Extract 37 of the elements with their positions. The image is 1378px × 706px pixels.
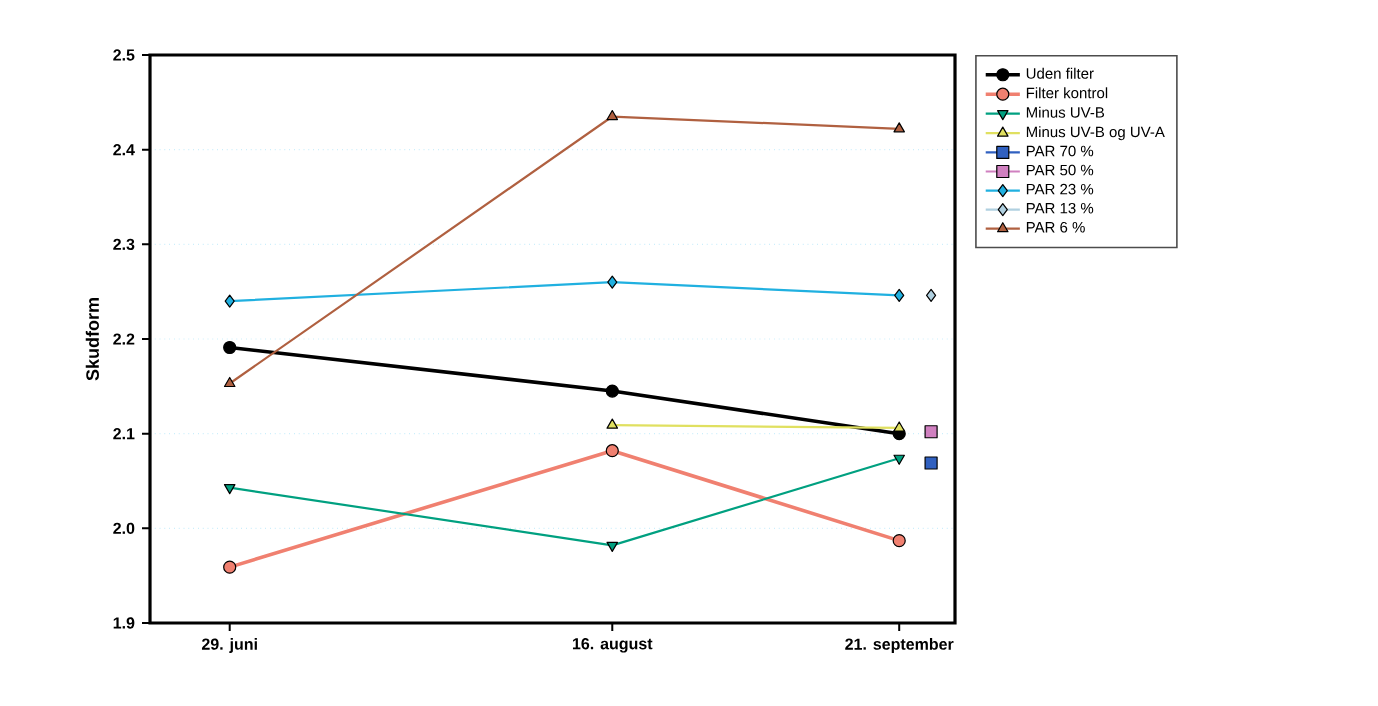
- legend-label: Filter kontrol: [1026, 87, 1108, 99]
- point: [223, 340, 237, 355]
- point: [223, 560, 237, 574]
- legend-label: PAR 50 %: [1026, 164, 1094, 176]
- point: [893, 122, 906, 133]
- point: [893, 454, 906, 465]
- legend-label: PAR 70 %: [1026, 145, 1094, 157]
- x-tick-label: 16. august: [572, 638, 653, 653]
- point: [924, 456, 938, 470]
- point: [894, 288, 905, 303]
- y-tick-label: 2.4: [113, 144, 135, 156]
- y-tick-label: 2.2: [113, 333, 135, 345]
- point: [223, 376, 236, 388]
- y-tick-label: 2.1: [113, 428, 135, 440]
- legend-label: PAR 13 %: [1026, 202, 1094, 214]
- y-tick-label: 2.3: [113, 238, 135, 251]
- point: [925, 288, 937, 303]
- y-tick-label: 1.9: [113, 617, 135, 629]
- point: [223, 484, 236, 495]
- point: [892, 534, 906, 548]
- legend-label: PAR 23 %: [1026, 183, 1094, 195]
- point: [924, 425, 938, 439]
- point: [606, 109, 619, 121]
- legend-label: PAR 6 %: [1026, 221, 1085, 233]
- point: [224, 294, 235, 308]
- x-tick-label: 29. juni: [201, 638, 257, 653]
- y-tick-label: 2.0: [113, 522, 135, 534]
- point: [605, 444, 619, 458]
- x-tick-label: 21. september: [845, 638, 954, 653]
- legend-label: Minus UV-B og UV-A: [1026, 126, 1165, 141]
- y-axis-title: Skudform: [85, 298, 99, 381]
- legend-label: Minus UV-B: [1026, 106, 1105, 118]
- point: [607, 275, 618, 289]
- point: [606, 541, 619, 552]
- point: [605, 384, 619, 398]
- y-tick-label: 2.5: [113, 49, 135, 61]
- legend-label: Uden filter: [1026, 67, 1094, 79]
